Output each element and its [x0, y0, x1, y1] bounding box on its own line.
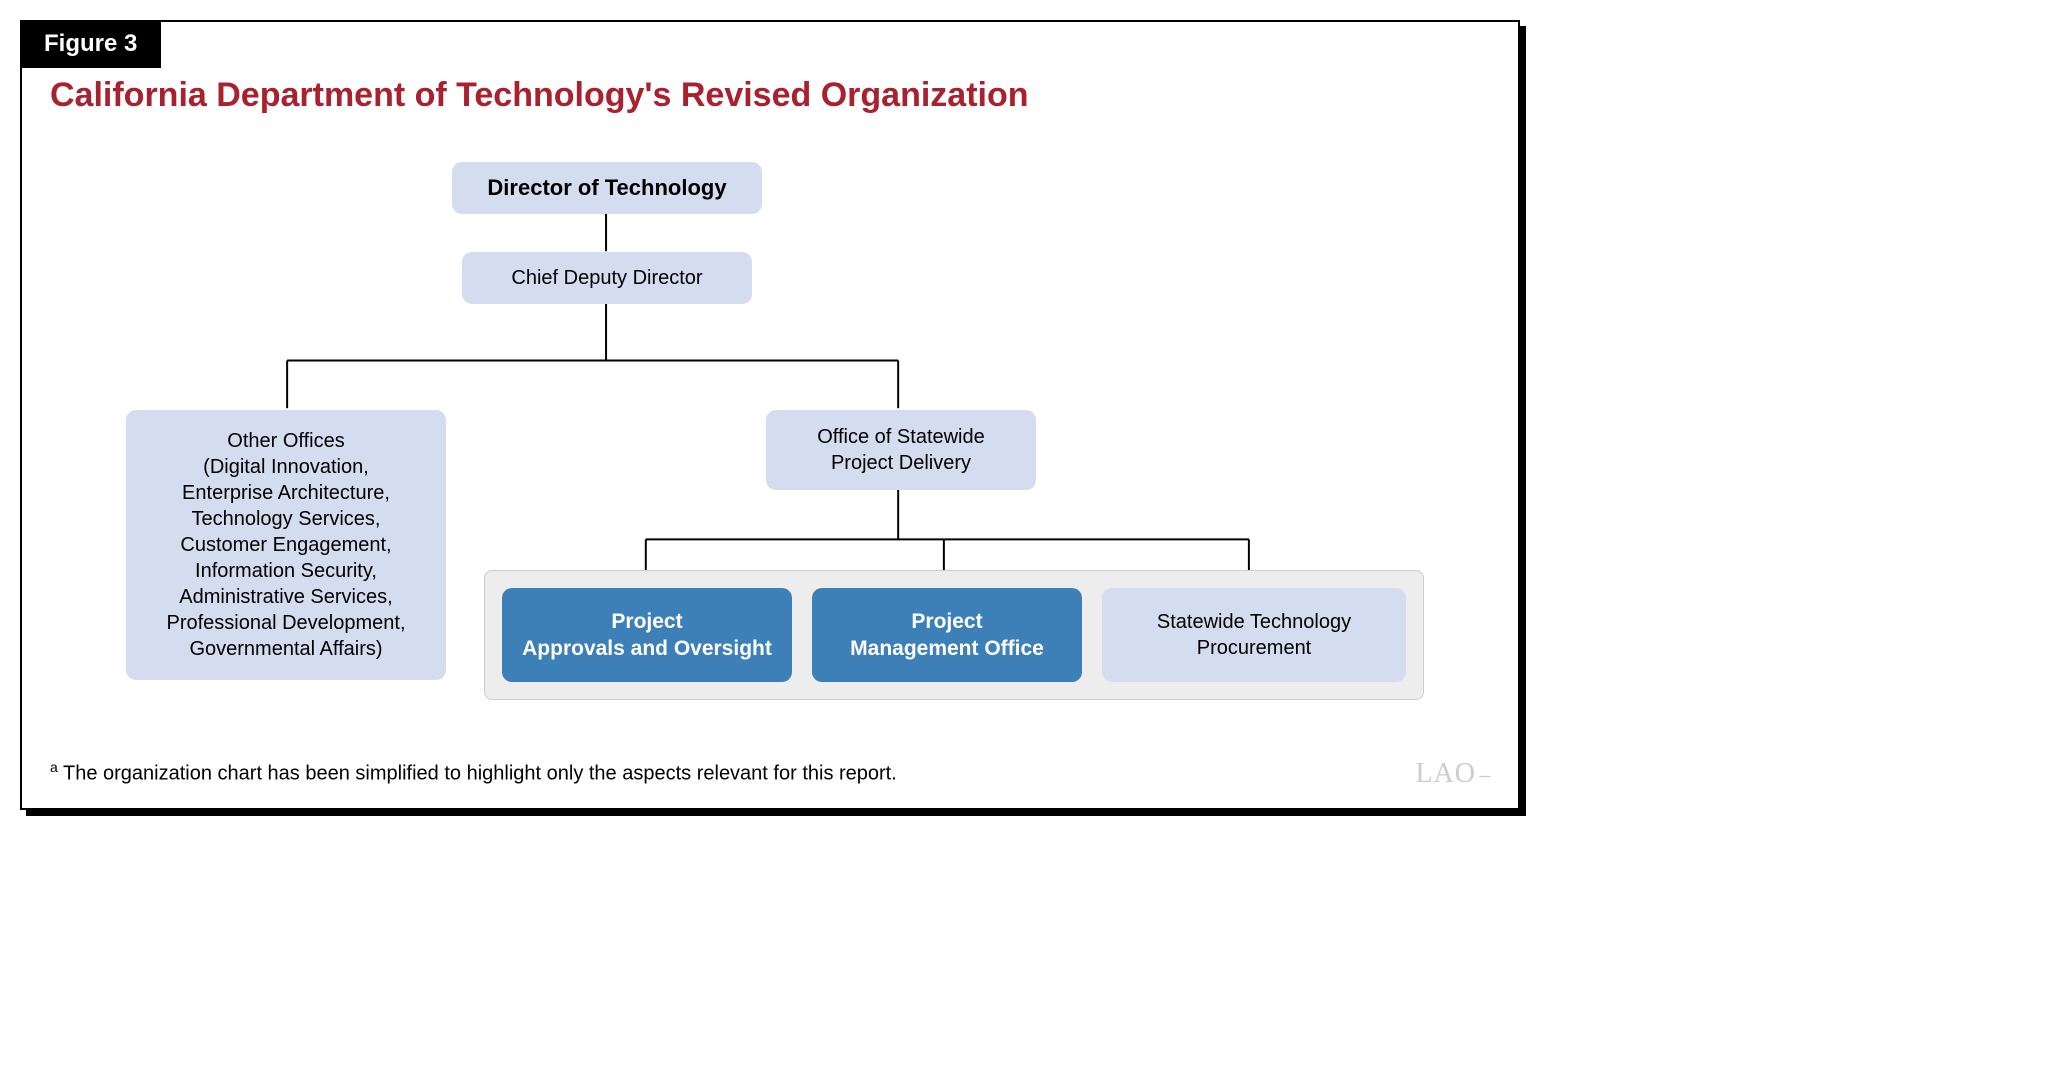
org-node-other-offices: Other Offices(Digital Innovation,Enterpr…: [126, 410, 446, 680]
figure-container: Figure 3 California Department of Techno…: [20, 20, 1520, 810]
org-node-director: Director of Technology: [452, 162, 762, 214]
org-node-pmo: ProjectManagement Office: [812, 588, 1082, 682]
watermark-text: LAO: [1415, 758, 1476, 790]
org-node-procurement: Statewide TechnologyProcurement: [1102, 588, 1406, 682]
quill-icon: ⎯: [1478, 762, 1490, 788]
footnote-marker: a: [50, 759, 58, 775]
figure-label: Figure 3: [20, 20, 161, 68]
footnote: a The organization chart has been simpli…: [50, 759, 897, 786]
watermark-logo: LAO⎯: [1415, 758, 1490, 790]
org-node-ospd: Office of StatewideProject Delivery: [766, 410, 1036, 490]
org-chart-area: Director of Technology Chief Deputy Direc…: [22, 132, 1518, 748]
figure-title: California Department of Technology's Re…: [50, 76, 1029, 115]
org-node-approvals: ProjectApprovals and Oversight: [502, 588, 792, 682]
footnote-text: The organization chart has been simplifi…: [63, 763, 897, 785]
org-node-chief-deputy: Chief Deputy Director: [462, 252, 752, 304]
